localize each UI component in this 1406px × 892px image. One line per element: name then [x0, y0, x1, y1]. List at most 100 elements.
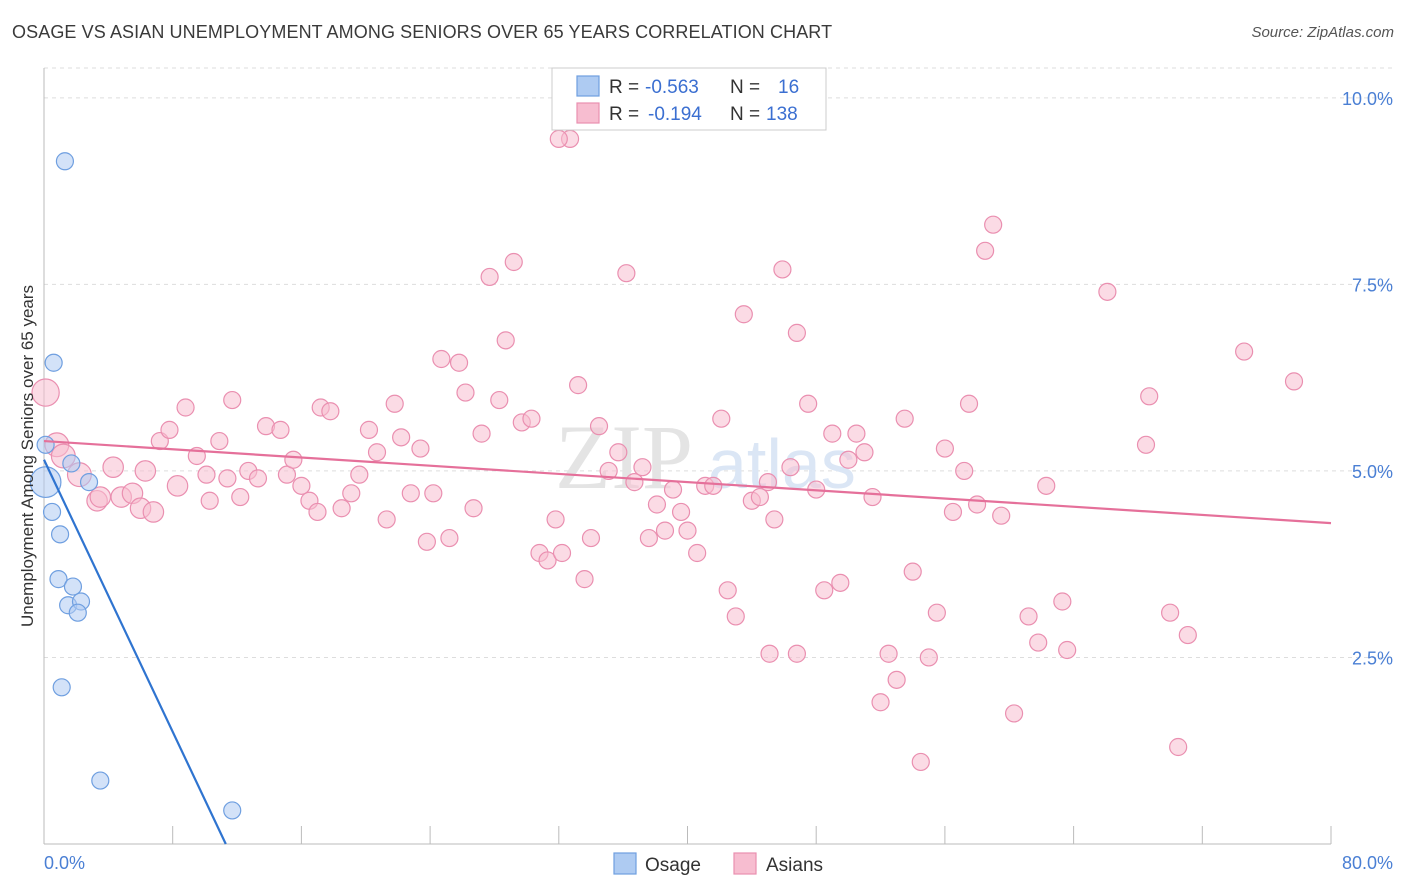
- osage-point: [50, 525, 70, 544]
- asians-point: [839, 450, 858, 469]
- asians-point: [411, 439, 430, 458]
- asians-point: [385, 394, 404, 413]
- asians-point: [522, 409, 541, 428]
- asians-point: [1178, 625, 1197, 645]
- legend-osage-n-value: 16: [778, 77, 799, 98]
- asians-point: [350, 465, 369, 484]
- asians-point: [911, 752, 930, 772]
- asians-point: [218, 469, 237, 488]
- bottom-legend-osage-label: Osage: [645, 855, 701, 876]
- osage-point: [91, 771, 110, 790]
- asians-point: [1098, 282, 1117, 301]
- asians-point: [332, 499, 351, 518]
- asians-point: [248, 469, 268, 488]
- asians-point: [1004, 704, 1024, 723]
- asians-point: [504, 252, 523, 272]
- asians-point: [546, 510, 565, 529]
- asians-point: [879, 644, 898, 663]
- asians-point: [166, 475, 189, 497]
- asians-point: [887, 670, 906, 689]
- legend-asians-swatch: [576, 102, 600, 124]
- asians-point: [197, 465, 216, 484]
- osage-point: [36, 435, 55, 454]
- asians-point: [292, 476, 311, 495]
- y-tick-label: 5.0%: [1352, 462, 1393, 482]
- asians-point: [176, 398, 195, 417]
- osage-point: [55, 152, 75, 171]
- asians-point: [955, 461, 974, 481]
- asians-point: [871, 693, 890, 712]
- asians-point: [760, 644, 779, 663]
- legend-osage-swatch: [576, 75, 600, 97]
- asians-point: [1053, 592, 1072, 611]
- asians-point: [799, 394, 818, 413]
- asians-point: [781, 458, 800, 477]
- asians-point: [552, 543, 572, 563]
- asians-point: [1284, 372, 1304, 391]
- asians-point: [671, 502, 691, 522]
- asians-trend-line: [43, 439, 1332, 525]
- asians-points: [31, 129, 1304, 772]
- asians-point: [575, 570, 594, 589]
- legend: R = -0.563 N = 16 R = -0.194 N = 138: [551, 67, 827, 131]
- asians-point: [210, 431, 229, 451]
- asians-point: [342, 484, 361, 503]
- y-axis-label: Unemployment Among Seniors over 65 years: [18, 285, 37, 627]
- osage-point: [42, 502, 62, 522]
- asians-point: [903, 562, 922, 581]
- asians-point: [549, 129, 568, 148]
- asians-point: [823, 424, 842, 443]
- asians-point: [160, 420, 179, 439]
- asians-point: [417, 532, 436, 551]
- asians-point: [142, 501, 165, 523]
- asians-point: [959, 394, 979, 413]
- asians-point: [734, 305, 753, 324]
- y-tick-label: 7.5%: [1352, 275, 1393, 295]
- asians-point: [617, 264, 636, 283]
- asians-point: [1140, 387, 1159, 406]
- x-tick-marks: [43, 826, 1332, 844]
- asians-point: [308, 502, 327, 522]
- y-tick-labels: 10.0% 7.5% 5.0% 2.5%: [1342, 89, 1393, 669]
- asians-point: [815, 581, 834, 600]
- asians-point: [895, 409, 914, 428]
- osage-point: [79, 473, 99, 492]
- asians-point: [377, 510, 396, 529]
- asians-point: [1169, 737, 1188, 757]
- grid-lines: [44, 67, 1392, 658]
- asians-point: [449, 353, 469, 372]
- asians-point: [609, 443, 628, 462]
- asians-point: [432, 349, 451, 369]
- asians-point: [472, 424, 491, 443]
- asians-point: [231, 487, 250, 507]
- asians-point: [490, 390, 509, 410]
- trend-lines: [43, 439, 1332, 845]
- asians-point: [765, 510, 784, 529]
- asians-point: [496, 331, 515, 350]
- asians-point: [663, 480, 683, 499]
- chart-title: OSAGE VS ASIAN UNEMPLOYMENT AMONG SENIOR…: [12, 22, 833, 42]
- asians-point: [863, 487, 882, 507]
- asians-point: [581, 528, 601, 548]
- asians-point: [367, 443, 387, 462]
- asians-point: [919, 648, 938, 667]
- asians-point: [976, 241, 995, 260]
- legend-asians-n-label: N =: [730, 104, 760, 125]
- asians-point: [984, 215, 1003, 234]
- asians-point: [359, 420, 379, 439]
- asians-point: [223, 390, 242, 410]
- asians-point: [1235, 342, 1254, 361]
- asians-point: [1136, 435, 1156, 454]
- asians-point: [855, 443, 874, 462]
- asians-point: [134, 460, 157, 482]
- asians-point: [787, 323, 806, 342]
- asians-point: [773, 260, 792, 279]
- asians-point: [1029, 633, 1048, 652]
- asians-point: [647, 495, 667, 514]
- asians-point: [1037, 476, 1056, 495]
- osage-point: [223, 801, 242, 820]
- asians-point: [625, 473, 644, 492]
- asians-point: [726, 607, 745, 626]
- asians-point: [712, 409, 731, 428]
